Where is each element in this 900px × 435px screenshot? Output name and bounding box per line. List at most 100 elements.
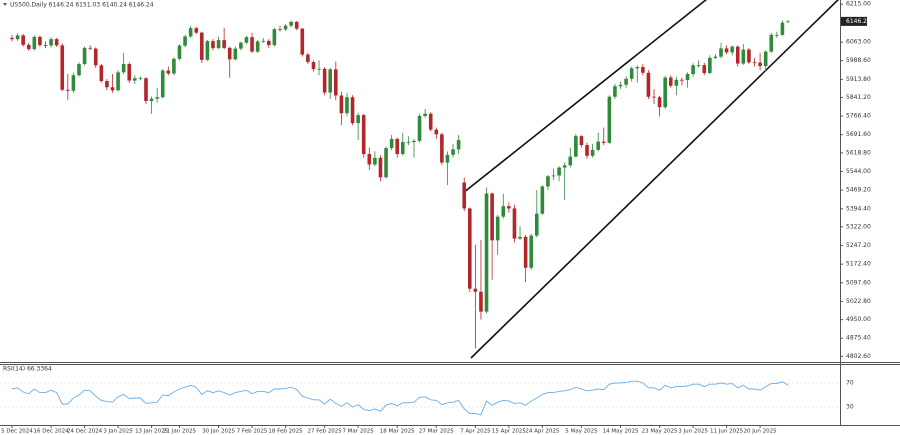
x-tick-label: 30 Jan 2025 [202,429,235,435]
candle-body [188,28,193,37]
candle-body [440,134,444,163]
candle-body [400,142,405,155]
candle-body [428,113,433,130]
candle-body [15,35,20,40]
rsi-line [11,380,789,416]
y-tick-label: 5394.40 [846,205,871,212]
x-tick-label: 21 Jan 2025 [163,429,196,435]
price-box [841,16,867,26]
candle-body [696,65,701,66]
candle-body [680,79,684,81]
candle-body [82,47,87,65]
candle-body [585,145,589,156]
candle-body [350,97,355,124]
x-tick-label: 18 Feb 2025 [268,429,303,435]
y-tick-label: 5469.20 [846,187,871,194]
candle-body [546,176,550,187]
y-tick-label: 70 [846,380,854,387]
y-tick-label: 30 [846,404,854,411]
candle-body [741,49,746,64]
x-tick-label: 7 Mar 2025 [342,429,374,435]
x-tick-label: 27 Mar 2025 [419,429,454,435]
y-tick-label: 5766.40 [846,113,871,120]
x-tick-label: 5 May 2025 [565,429,598,435]
candle-body [691,65,695,75]
candle-body [144,78,148,101]
candle-body [373,157,377,165]
candle-body [367,154,372,165]
candle-body [529,235,533,268]
x-tick-label: 24 Dec 2024 [67,429,103,435]
candle-body [451,149,455,155]
candle-body [780,22,785,35]
candle-body [406,142,411,143]
candle-body [657,97,662,108]
y-tick-label: 5841.20 [846,94,871,101]
candle-body [177,45,182,59]
candle-body [512,208,517,239]
candle-body [618,84,623,87]
candle-body [495,216,500,241]
candle-body [607,96,612,143]
candle-body [71,75,76,91]
candle-body [713,56,718,58]
candle-body [183,36,187,46]
y-tick-label: 5544.00 [846,168,871,175]
candle-body [507,206,511,209]
candle-body [384,148,388,178]
candle-body [227,47,232,60]
candle-body [590,149,595,156]
x-tick-label: 20 Jun 2025 [744,429,778,435]
chart-title: US500,Daily 6146.24 6151.03 6140.24 6146… [10,2,154,9]
candle-body [652,96,656,98]
candle-body [708,57,712,74]
candle-body [596,141,600,150]
candle-body [105,81,109,88]
x-tick-label: 18 Mar 2025 [380,429,415,435]
candle-body [601,141,606,143]
candle-body [255,41,260,52]
candle-body [534,213,539,236]
candle-body [211,41,215,49]
y-tick-label: 6063.00 [846,39,871,46]
candle-body [345,97,349,114]
x-tick-label: 16 Dec 2024 [34,429,70,435]
candles [10,20,790,349]
candle-body [613,86,617,97]
y-tick-label: 4802.60 [846,353,871,360]
candle-body [155,97,159,99]
candle-body [395,138,400,155]
candle-body [378,157,383,178]
candle-body [283,25,288,30]
candle-body [216,40,221,49]
candle-body [763,51,768,67]
candle-body [21,35,25,45]
candle-body [758,62,762,67]
x-tick-label: 3 Jan 2025 [103,429,133,435]
candle-body [26,44,31,50]
candle-body [222,40,226,48]
candle-body [518,236,522,239]
candle-body [540,186,545,214]
candle-body [674,79,679,86]
candle-body [306,54,310,63]
candle-body [434,129,439,135]
candle-body [322,68,327,93]
candle-body [93,48,98,66]
y-tick-label: 5247.20 [846,242,871,249]
y-tick-label: 5322.00 [846,223,871,230]
candle-body [473,288,478,292]
y-tick-label: 5618.80 [846,149,871,156]
candle-body [775,34,779,36]
candle-body [361,115,366,155]
y-tick-label: 5691.60 [846,131,871,138]
candle-body [574,136,578,157]
candle-body [501,206,506,217]
candle-body [160,70,165,98]
y-tick-label: 5988.60 [846,57,871,64]
candle-body [735,46,740,64]
candle-body [646,72,651,97]
candle-body [133,78,137,81]
candle-body [110,87,115,91]
